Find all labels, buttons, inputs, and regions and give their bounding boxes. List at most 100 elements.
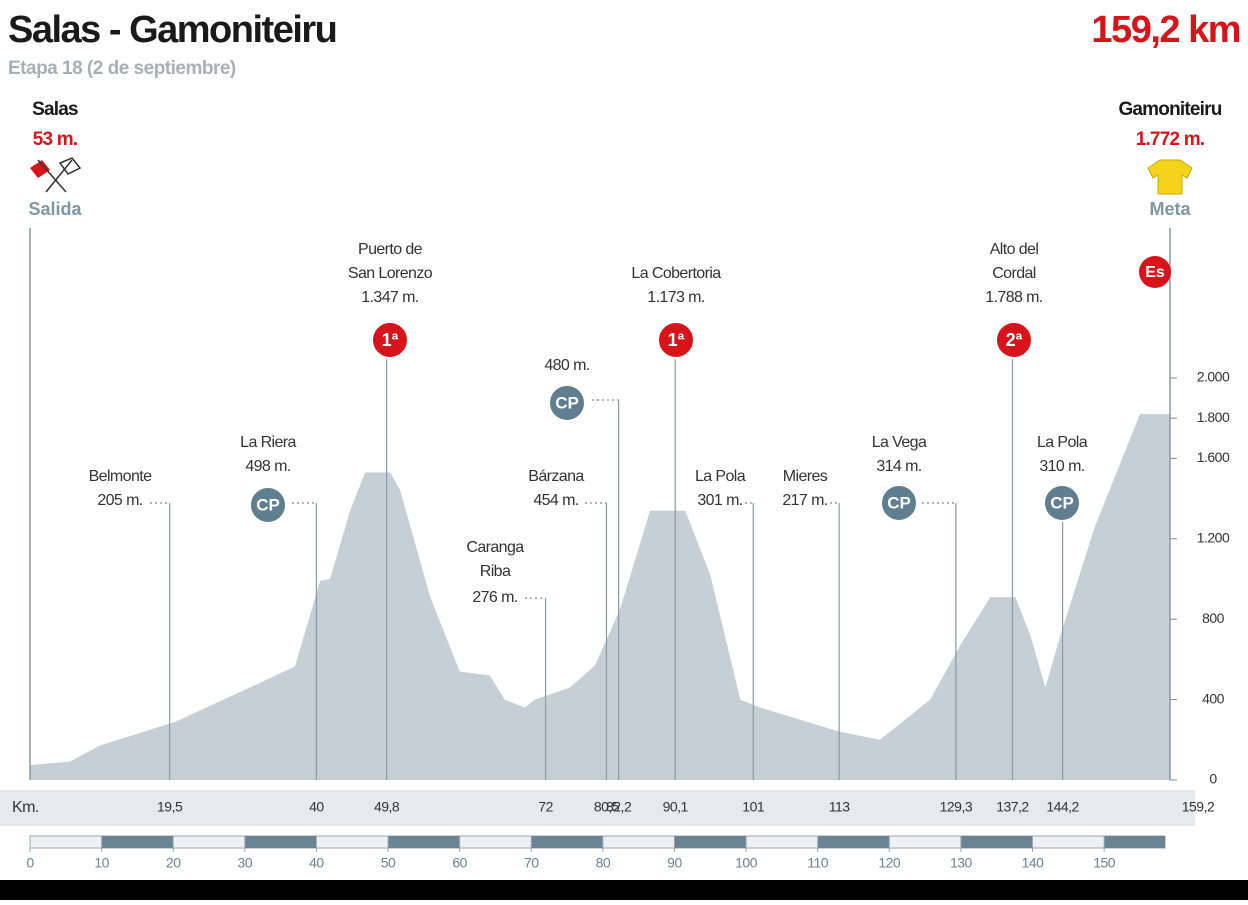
- waypoint-name: La Pola: [1037, 434, 1088, 451]
- waypoint-altitude: 1.788 m.: [985, 289, 1042, 306]
- start-label: Salida: [28, 199, 82, 219]
- km-label: 72: [538, 799, 553, 815]
- waypoint-altitude: 454 m.: [533, 492, 578, 509]
- x-tick-label: 40: [309, 855, 324, 871]
- jersey-icon: [1147, 159, 1193, 195]
- y-tick-label: 1.200: [1197, 530, 1230, 546]
- badge-label: CP: [256, 495, 280, 514]
- y-tick-label: 1.800: [1197, 409, 1230, 425]
- profile-area: [30, 414, 1170, 780]
- x-tick-label: 30: [238, 855, 253, 871]
- waypoint-altitude: 310 m.: [1039, 458, 1084, 475]
- badge-label: CP: [555, 393, 579, 412]
- waypoint-altitude: 498 m.: [245, 458, 290, 475]
- km-label: 129,3: [940, 799, 973, 815]
- waypoint-name: Puerto de: [358, 241, 423, 258]
- start-altitude: 53 m.: [33, 129, 78, 150]
- km-label: 144,2: [1046, 799, 1079, 815]
- x-tick-label: 120: [878, 855, 901, 871]
- waypoint-name: La Cobertoria: [631, 265, 721, 282]
- waypoint-altitude: 205 m.: [97, 492, 142, 509]
- x-tick-label: 60: [452, 855, 467, 871]
- badge-label: 2ª: [1006, 330, 1023, 350]
- x-tick-label: 140: [1022, 855, 1045, 871]
- climb-badge: [371, 321, 409, 359]
- sprint-badge: [880, 484, 918, 522]
- sprint-badge: [1043, 484, 1081, 522]
- waypoint-altitude: 480 m.: [544, 357, 589, 374]
- scale-segment: [817, 836, 890, 848]
- start-name: Salas: [32, 99, 78, 120]
- finish-label: Meta: [1149, 199, 1191, 219]
- km-label: 40: [309, 799, 324, 815]
- y-tick-label: 400: [1202, 690, 1225, 706]
- x-tick-label: 110: [807, 855, 829, 871]
- km-label: 19,5: [157, 799, 183, 815]
- waypoint-altitude: 301 m.: [697, 492, 742, 509]
- scale-segment: [1104, 836, 1165, 848]
- km-label: 82,2: [606, 799, 632, 815]
- x-tick-label: 90: [667, 855, 682, 871]
- sprint-badge: [548, 384, 586, 422]
- km-label: 49,8: [374, 799, 400, 815]
- finish-badge: [1139, 256, 1171, 288]
- start-flags: [30, 157, 82, 193]
- x-tick-label: 70: [524, 855, 539, 871]
- km-label: 113: [829, 799, 851, 815]
- km-label: 80,5: [594, 799, 620, 815]
- x-axis-label: Km.: [12, 799, 39, 816]
- waypoint-altitude: 314 m.: [876, 458, 921, 475]
- subtitle: Etapa 18 (2 de septiembre): [8, 58, 236, 79]
- x-tick-label: 80: [596, 855, 611, 871]
- waypoint-name: San Lorenzo: [348, 265, 433, 282]
- waypoint-name: Riba: [480, 563, 511, 580]
- badge-label: 1ª: [668, 330, 685, 350]
- x-tick-label: 20: [166, 855, 181, 871]
- km-band: [0, 790, 1195, 826]
- km-label: 90,1: [663, 799, 689, 815]
- scale-segment: [960, 836, 1033, 848]
- scale-segment: [388, 836, 460, 848]
- finish-altitude: 1.772 m.: [1136, 129, 1205, 150]
- waypoint-altitude: 276 m.: [472, 589, 517, 606]
- waypoint-name: Caranga: [466, 539, 524, 556]
- km-label: 101: [742, 799, 765, 815]
- y-tick-label: 2.000: [1197, 369, 1230, 385]
- waypoint-name: La Vega: [872, 434, 927, 451]
- waypoint-name: La Riera: [240, 434, 296, 451]
- finish-badge-label: Es: [1145, 264, 1165, 281]
- waypoint-name: Mieres: [783, 468, 828, 485]
- waypoint-name: Bárzana: [528, 468, 584, 485]
- waypoint-name: La Pola: [695, 468, 746, 485]
- y-tick-label: 1.600: [1197, 449, 1230, 465]
- waypoint-altitude: 217 m.: [782, 492, 827, 509]
- sprint-badge: [249, 486, 287, 524]
- scale-segment: [674, 836, 747, 848]
- x-tick-label: 130: [950, 855, 973, 871]
- scale-segment: [531, 836, 603, 848]
- waypoint-name: Belmonte: [89, 468, 152, 485]
- bottom-strip: [0, 880, 1248, 900]
- scale-segment: [101, 836, 174, 848]
- km-label: 137,2: [996, 799, 1029, 815]
- waypoint-name: Alto del: [990, 241, 1039, 258]
- title: Salas - Gamoniteiru: [8, 9, 336, 51]
- distance: 159,2 km: [1091, 9, 1240, 51]
- climb-badge: [995, 321, 1033, 359]
- scale-segment: [244, 836, 317, 848]
- x-tick-label: 0: [26, 855, 34, 871]
- waypoint-name: Cordal: [992, 265, 1036, 282]
- waypoint-altitude: 1.347 m.: [361, 289, 418, 306]
- y-tick-label: 800: [1202, 610, 1225, 626]
- badge-label: 1ª: [382, 330, 399, 350]
- km-label: 159,2: [1182, 799, 1215, 815]
- finish-name: Gamoniteiru: [1118, 99, 1221, 120]
- x-tick-label: 10: [94, 855, 109, 871]
- y-tick-label: 0: [1209, 771, 1217, 787]
- x-tick-label: 100: [735, 855, 758, 871]
- x-tick-label: 50: [381, 855, 396, 871]
- climb-badge: [657, 321, 695, 359]
- waypoint-altitude: 1.173 m.: [647, 289, 704, 306]
- x-tick-label: 150: [1093, 855, 1116, 871]
